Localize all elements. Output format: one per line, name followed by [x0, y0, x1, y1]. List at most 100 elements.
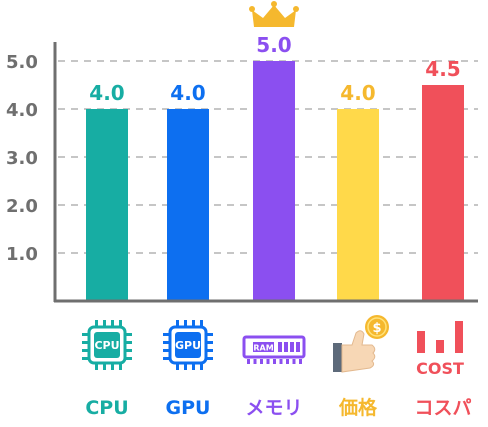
value-label: 4.0 [340, 81, 375, 105]
chip-pin [163, 357, 170, 360]
y-tick-label: 4.0 [6, 100, 38, 121]
ram-cell [278, 342, 282, 352]
ram-pin [279, 359, 283, 364]
cost-bar [417, 331, 425, 353]
y-tick-label: 2.0 [6, 196, 38, 217]
bars [86, 61, 464, 300]
value-label: 5.0 [256, 33, 291, 57]
chip-pin [95, 363, 98, 370]
value-label: 4.0 [170, 81, 205, 105]
ram-cell [284, 342, 288, 352]
chip-pin [163, 333, 170, 336]
value-labels: 4.0 4.0 5.0 4.0 4.5 [89, 33, 460, 105]
chip-pin [125, 357, 132, 360]
chip-pin [103, 363, 106, 370]
crown-jewel [293, 6, 299, 12]
crown-jewel [249, 6, 255, 12]
cost-text: COST [416, 359, 464, 378]
chip-pin [192, 320, 195, 327]
ram-pin [292, 359, 296, 364]
ram-pin [273, 359, 276, 364]
chip-core [175, 332, 201, 358]
chip-pin [206, 341, 213, 344]
chip-pin [125, 341, 132, 344]
ram-text: RAM [253, 344, 273, 353]
thumbs-up-coin-icon: $ [333, 315, 389, 373]
axes [53, 42, 478, 303]
bar [86, 109, 128, 300]
coin-symbol: $ [372, 321, 381, 336]
bar [422, 85, 464, 300]
chip-pin [95, 320, 98, 327]
bar [337, 109, 379, 300]
bar [253, 61, 295, 300]
y-tick-label: 3.0 [6, 148, 38, 169]
chip-pin [200, 363, 203, 370]
chip-pin [119, 363, 122, 370]
chip-pin [111, 363, 114, 370]
value-label: 4.0 [89, 81, 124, 105]
chip-pin [192, 363, 195, 370]
chip-body [87, 325, 127, 365]
chip-pin [184, 363, 187, 370]
chip-text: CPU [94, 339, 119, 352]
ram-pin [260, 359, 263, 364]
chip-pin [206, 333, 213, 336]
category-label: 価格 [338, 396, 378, 419]
category-label: メモリ [245, 397, 302, 419]
ram-module-icon: RAM [242, 335, 306, 364]
gpu-chip-icon: GPU [163, 320, 213, 370]
chip-body [168, 325, 208, 365]
cost-bar [436, 340, 444, 353]
crown-shape [252, 5, 296, 27]
crown-icon [249, 1, 299, 27]
category-label: コスパ [414, 397, 471, 419]
chip-pin [82, 357, 89, 360]
category-label: CPU [85, 397, 128, 419]
chip-pin [111, 320, 114, 327]
chip-pin [200, 320, 203, 327]
chip-pin [176, 320, 179, 327]
chip-pin [206, 357, 213, 360]
chip-pin [125, 349, 132, 352]
cuff [333, 343, 342, 372]
chip-pin [125, 333, 132, 336]
category-label: GPU [166, 397, 211, 419]
chip-pin [103, 320, 106, 327]
crown-jewel [271, 1, 277, 7]
chip-pin [82, 341, 89, 344]
category-icons: CPU GPU RAM $ COST [82, 315, 464, 378]
ram-pin [286, 359, 289, 364]
y-tick-label: 1.0 [6, 244, 38, 265]
chip-pin [206, 349, 213, 352]
bar [167, 109, 209, 300]
ram-label-plate [253, 342, 274, 352]
ram-pin [253, 359, 257, 364]
chip-pin [176, 363, 179, 370]
ram-pin [299, 359, 302, 364]
cost-bars-icon: COST [416, 321, 464, 378]
chip-pin [184, 320, 187, 327]
coin-ring [367, 317, 387, 337]
chip-pin [82, 333, 89, 336]
ram-pin [247, 359, 250, 364]
ram-cell [296, 342, 300, 352]
value-label: 4.5 [425, 57, 460, 81]
ram-pin [266, 359, 270, 364]
cpu-chip-icon: CPU [82, 320, 132, 370]
chip-pin [163, 341, 170, 344]
ram-cell [290, 342, 294, 352]
chip-pin [163, 349, 170, 352]
cost-bar [455, 321, 463, 353]
chip-text: GPU [175, 339, 201, 352]
hand [341, 330, 376, 373]
chip-core [94, 332, 120, 358]
ram-board [242, 335, 306, 359]
category-labels: CPU GPU メモリ 価格 コスパ [85, 396, 471, 419]
y-tick-label: 5.0 [6, 52, 38, 73]
chip-pin [82, 349, 89, 352]
chip-pin [119, 320, 122, 327]
y-tick-labels: 1.0 2.0 3.0 4.0 5.0 [6, 52, 38, 265]
